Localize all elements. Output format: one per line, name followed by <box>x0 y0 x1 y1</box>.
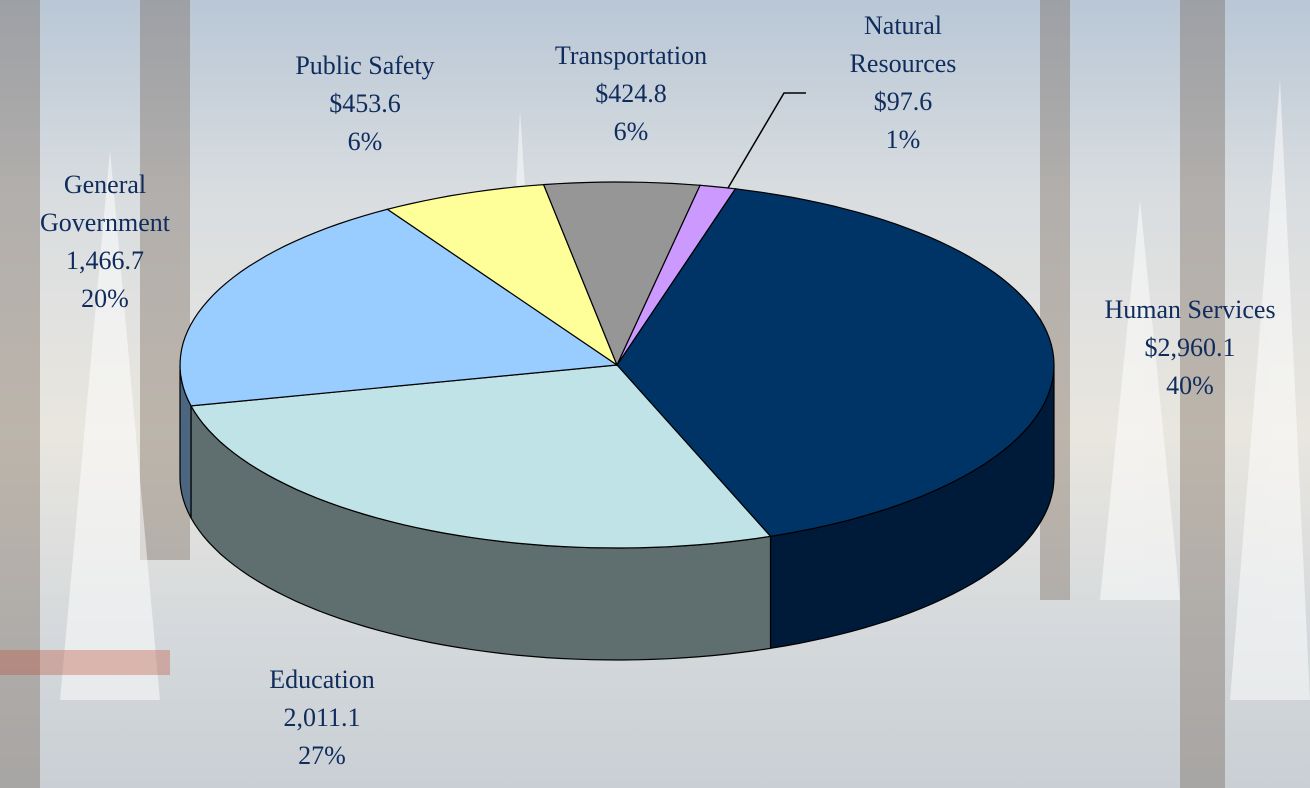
slice <box>189 364 772 549</box>
category-label: Public Safety <box>295 51 435 80</box>
slice <box>542 181 702 367</box>
value-label: 1,466.7 <box>66 246 144 275</box>
slice <box>616 188 1055 537</box>
percent-label: 20% <box>81 284 129 313</box>
percent-label: 27% <box>298 741 346 770</box>
percent-label: 6% <box>347 127 383 156</box>
slice <box>616 184 737 366</box>
percent-label: 6% <box>613 117 649 146</box>
value-label: 2,011.1 <box>283 703 361 732</box>
slice <box>179 208 619 407</box>
percent-label: 40% <box>1166 371 1214 400</box>
slice-label: Education 2,011.1 27% <box>202 661 442 775</box>
percent-label: 1% <box>885 125 921 154</box>
leader-line <box>727 92 806 189</box>
slice <box>385 183 619 367</box>
slice-label: Natural Resources $97.6 1% <box>838 7 968 159</box>
slice-label: Transportation $424.8 6% <box>511 37 751 151</box>
category-label: Natural Resources <box>849 11 957 78</box>
value-label: $97.6 <box>873 87 933 116</box>
slice-label: Human Services $2,960.1 40% <box>1070 291 1310 405</box>
slice-label: General Government 1,466.7 20% <box>15 166 195 318</box>
category-label: General Government <box>40 170 170 237</box>
category-label: Transportation <box>554 41 708 70</box>
value-label: $2,960.1 <box>1144 333 1236 362</box>
slice-label: Public Safety $453.6 6% <box>245 47 485 161</box>
value-label: $424.8 <box>595 79 667 108</box>
value-label: $453.6 <box>329 89 401 118</box>
category-label: Human Services <box>1104 295 1276 324</box>
category-label: Education <box>269 665 375 694</box>
